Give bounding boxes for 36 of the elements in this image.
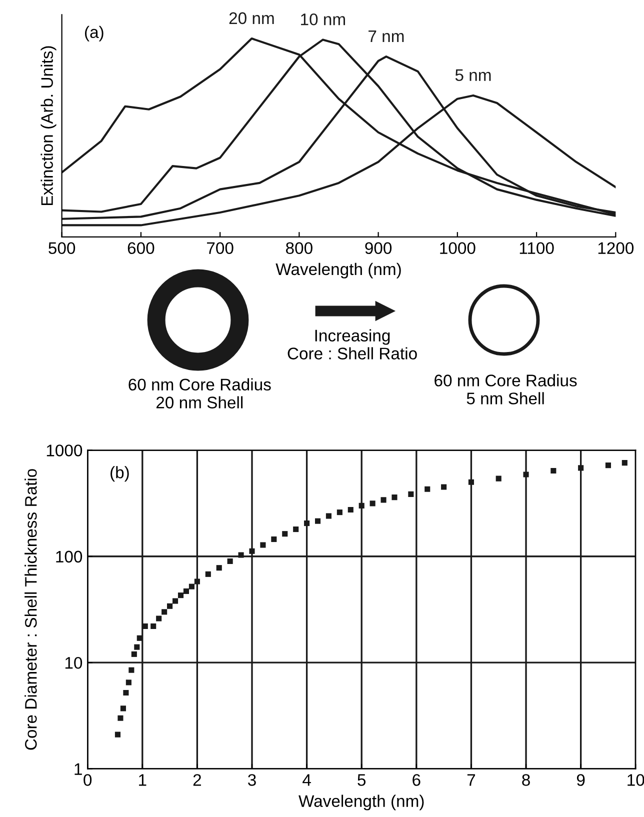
- x-tick-label: 500: [48, 242, 76, 254]
- x-tick-label: 0: [84, 774, 92, 786]
- x-tick-label: 600: [128, 242, 154, 254]
- series-label: 20 nm: [229, 12, 274, 24]
- x-tick-label: 7: [467, 774, 476, 786]
- x-tick-label: 8: [522, 774, 530, 786]
- y-tick-label: 10: [65, 656, 82, 669]
- y-tick-label: 1000: [46, 444, 82, 456]
- annotation: (a): [85, 26, 104, 42]
- x-tick-label: 4: [302, 774, 311, 786]
- y-tick-label: 1: [74, 763, 82, 775]
- x-tick-label: 700: [207, 242, 234, 254]
- x-tick-label: 6: [412, 774, 420, 786]
- x-axis-title: Wavelength (nm): [276, 262, 401, 278]
- x-tick-label: 1200: [598, 242, 634, 254]
- annotation: (b): [110, 466, 129, 482]
- text: Increasing Core : Shell Ratio: [288, 329, 417, 360]
- series-label: 5 nm: [455, 69, 491, 82]
- x-tick-label: 900: [365, 242, 392, 254]
- text: 60 nm Core Radius 5 nm Shell: [434, 374, 577, 404]
- x-tick-label: 1100: [520, 242, 554, 254]
- x-tick-label: 3: [248, 774, 256, 786]
- x-tick-label: 1: [139, 774, 146, 786]
- y-axis-title: Extinction (Arb. Units): [40, 46, 56, 206]
- x-tick-label: 2: [193, 774, 201, 786]
- text: 60 nm Core Radius 20 nm Shell: [128, 378, 271, 408]
- y-axis-title: Core Diameter : Shell Thickness Ratio: [24, 469, 37, 750]
- x-axis-title: Wavelength (nm): [298, 794, 424, 810]
- x-tick-label: 9: [576, 774, 585, 786]
- series-label: 7 nm: [368, 30, 404, 42]
- x-tick-label: 1000: [440, 242, 476, 254]
- y-tick-label: 100: [56, 550, 82, 563]
- series-label: 10 nm: [301, 14, 345, 26]
- x-tick-label: 10: [628, 774, 644, 786]
- x-tick-label: 5: [358, 774, 366, 786]
- x-tick-label: 800: [286, 242, 312, 254]
